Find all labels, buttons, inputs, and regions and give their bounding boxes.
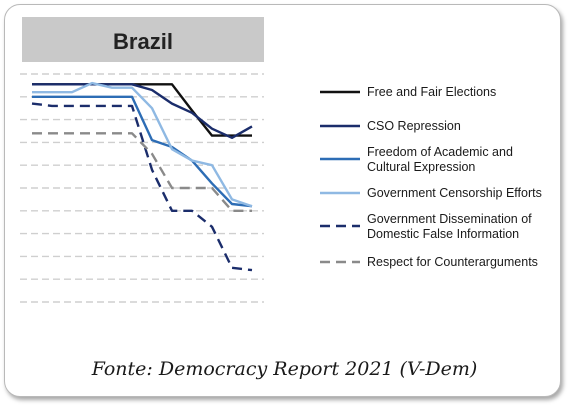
legend-label-6: Respect for Counterarguments [367, 255, 538, 269]
series-line-3 [32, 95, 253, 208]
figure-frame [4, 4, 561, 397]
series-line-5 [31, 102, 253, 272]
legend-label-5: Government Dissemination of Domestic Fals… [367, 212, 532, 241]
legend-label-3: Freedom of Academic and Cultural Expressi… [367, 145, 513, 174]
series-line-2 [32, 83, 253, 140]
chart-title: Brazil [113, 29, 173, 54]
legend-label-2: CSO Repression [367, 119, 461, 133]
legend-label-1: Free and Fair Elections [367, 85, 496, 99]
source-caption: Fonte: Democracy Report 2021 (V-Dem) [91, 358, 478, 380]
series-line-4 [32, 81, 253, 208]
series-lines [31, 81, 253, 272]
title-banner [22, 17, 264, 62]
series-line-6 [32, 132, 252, 213]
legend: Free and Fair Elections CSO Repression Fre… [320, 85, 542, 269]
legend-label-4: Government Censorship Efforts [367, 186, 542, 200]
gridlines [20, 73, 264, 303]
